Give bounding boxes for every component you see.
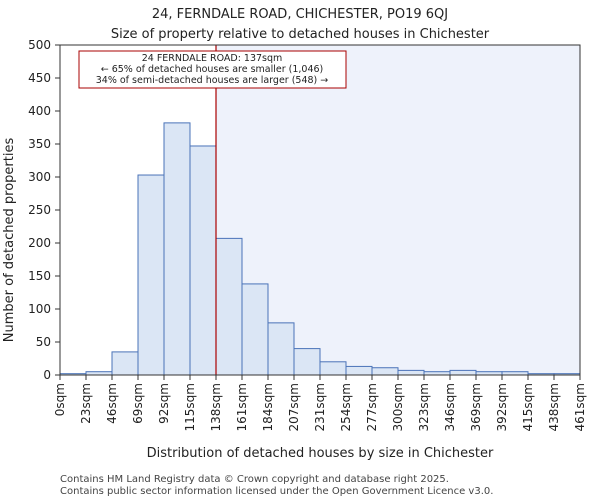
x-tick-label: 323sqm xyxy=(417,383,431,431)
x-tick-label: 184sqm xyxy=(261,383,275,431)
x-tick-label: 23sqm xyxy=(79,383,93,424)
bar-92sqm xyxy=(163,122,191,376)
y-tick-label: 350 xyxy=(28,137,51,151)
y-tick-label: 500 xyxy=(28,38,51,52)
x-tick-label: 231sqm xyxy=(313,383,327,431)
y-tick-label: 150 xyxy=(28,269,51,283)
bar-138sqm xyxy=(215,237,243,376)
y-tick-label: 450 xyxy=(28,71,51,85)
x-tick-label: 138sqm xyxy=(209,383,223,431)
y-axis-label: Number of detached properties xyxy=(2,138,17,343)
x-tick-label: 92sqm xyxy=(157,383,171,424)
x-tick-label: 46sqm xyxy=(105,383,119,424)
y-tick-label: 100 xyxy=(28,302,51,316)
chart-title: 24, FERNDALE ROAD, CHICHESTER, PO19 6QJ xyxy=(152,7,448,22)
annotation-box: 24 FERNDALE ROAD: 137sqm ← 65% of detach… xyxy=(78,50,347,89)
x-tick-label: 415sqm xyxy=(521,383,535,431)
y-tick-label: 50 xyxy=(36,335,51,349)
bar-115sqm xyxy=(189,145,217,376)
bar-184sqm xyxy=(267,322,295,376)
bar-161sqm xyxy=(241,283,269,376)
bar-231sqm xyxy=(319,361,347,376)
bar-300sqm xyxy=(397,369,425,376)
bar-254sqm xyxy=(345,365,373,376)
footer-line-2: Contains public sector information licen… xyxy=(60,486,493,497)
x-tick-label: 346sqm xyxy=(443,383,457,431)
y-tick-label: 250 xyxy=(28,203,51,217)
x-tick-label: 161sqm xyxy=(235,383,249,431)
x-tick-label: 69sqm xyxy=(131,383,145,424)
bar-69sqm xyxy=(137,174,165,376)
y-tick-label: 200 xyxy=(28,236,51,250)
x-tick-label: 369sqm xyxy=(469,383,483,431)
x-axis-ticks: 0sqm 23sqm 46sqm 69sqm 92sqm 115sqm 138sqm 161s… xyxy=(53,375,587,431)
annotation-line-1: 24 FERNDALE ROAD: 137sqm xyxy=(142,53,283,64)
x-tick-label: 207sqm xyxy=(287,383,301,431)
x-tick-label: 392sqm xyxy=(495,383,509,431)
x-tick-label: 277sqm xyxy=(365,383,379,431)
x-tick-label: 300sqm xyxy=(391,383,405,431)
chart-subtitle: Size of property relative to detached ho… xyxy=(111,27,490,42)
bar-207sqm xyxy=(293,348,321,376)
y-axis-ticks: 0 50 100 150 200 250 300 350 400 450 500 xyxy=(28,38,60,382)
bar-346sqm xyxy=(449,369,477,376)
x-tick-label: 438sqm xyxy=(547,383,561,431)
annotation-frame xyxy=(78,50,347,89)
x-tick-label: 0sqm xyxy=(53,383,67,416)
x-tick-label: 254sqm xyxy=(339,383,353,431)
bars-group xyxy=(59,122,581,376)
y-tick-label: 0 xyxy=(43,368,51,382)
annotation-line-2: ← 65% of detached houses are smaller (1,… xyxy=(101,64,324,75)
annotation-line-3: 34% of semi-detached houses are larger (… xyxy=(96,75,329,86)
y-tick-label: 300 xyxy=(28,170,51,184)
bar-46sqm xyxy=(111,351,139,376)
footer-line-1: Contains HM Land Registry data © Crown c… xyxy=(60,474,449,485)
highlight-region xyxy=(216,45,580,375)
x-axis-label: Distribution of detached houses by size … xyxy=(147,446,494,461)
x-tick-label: 115sqm xyxy=(183,383,197,431)
bar-277sqm xyxy=(371,367,399,376)
y-tick-label: 400 xyxy=(28,104,51,118)
x-tick-label: 461sqm xyxy=(573,383,587,431)
